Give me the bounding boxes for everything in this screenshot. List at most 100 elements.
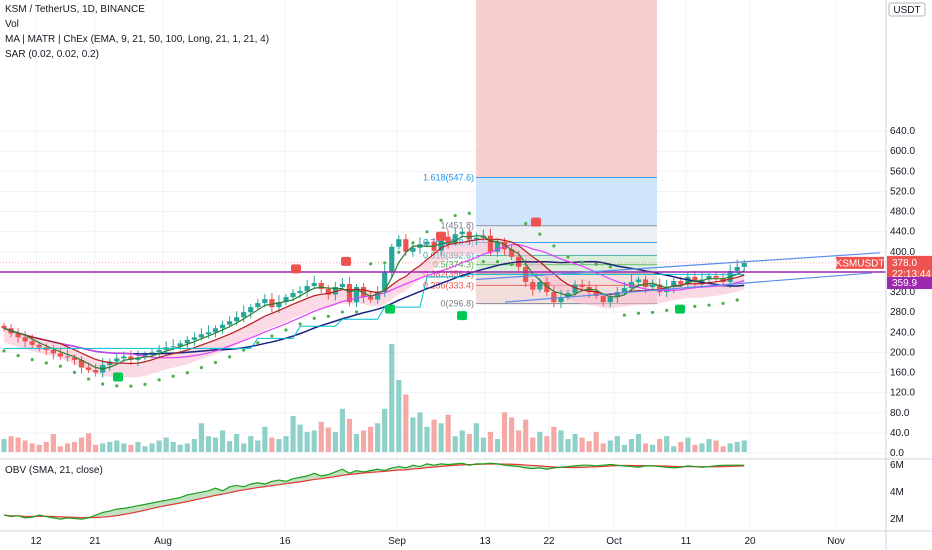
volume-bar [727, 443, 733, 452]
candle-body [501, 241, 508, 250]
legend-obv[interactable]: OBV (SMA, 21, close) [5, 465, 103, 476]
volume-bar [353, 434, 360, 452]
ema9-line [3, 235, 745, 370]
candle-body [452, 234, 458, 243]
obv-tick-label: 4M [890, 487, 904, 498]
legend-ma[interactable]: MA | MATR | ChEx (EMA, 9, 21, 50, 100, L… [5, 34, 270, 45]
sar-dot [30, 358, 34, 362]
volume-bar [29, 443, 35, 452]
candle-body [191, 337, 197, 340]
volume-bar [382, 408, 388, 452]
sar-dot [129, 384, 133, 388]
candle-body [15, 333, 21, 338]
fib-label: 0.382(356.1) [423, 269, 474, 279]
volume-bar [459, 430, 465, 452]
volume-bar [572, 434, 578, 452]
trailing-stop-line [4, 273, 745, 349]
candle-body [353, 287, 360, 303]
candle-body [325, 289, 331, 295]
candle-body [177, 343, 183, 347]
time-tick-label: 12 [30, 536, 42, 547]
candle-body [198, 334, 204, 338]
price-tick-label: 320.0 [890, 287, 915, 298]
candle-body [466, 231, 472, 240]
price-tick-label: 160.0 [890, 368, 915, 379]
legend-vol[interactable]: Vol [5, 19, 19, 30]
fib-label: 1.618(547.6) [423, 173, 474, 183]
volume-bar [473, 423, 479, 452]
volume-bar [389, 344, 395, 452]
upper-trend-line [475, 252, 881, 281]
legend-sar[interactable]: SAR (0.02, 0.02, 0.2) [5, 49, 99, 60]
candle-body [389, 246, 395, 272]
volume-bar [642, 443, 649, 452]
sell-marker [531, 217, 541, 227]
candle-body [332, 287, 338, 295]
volume-bar [537, 431, 543, 452]
candle-body [234, 317, 240, 322]
volume-bar [346, 418, 353, 452]
volume-bar [100, 443, 106, 452]
sar-dot [383, 261, 387, 265]
candle-body [255, 303, 261, 308]
volume-bar [544, 436, 550, 452]
sar-dot [735, 298, 739, 302]
candle-body [537, 281, 543, 290]
candle-body [473, 237, 479, 240]
volume-bar [255, 440, 261, 452]
candle-body [205, 332, 212, 335]
volume-bar [149, 443, 155, 452]
candle-body [93, 370, 99, 373]
candle-body [121, 356, 127, 359]
price-tick-label: 440.0 [890, 227, 915, 238]
volume-bar [332, 431, 338, 452]
candle-body [262, 299, 268, 304]
price-tick-label: 480.0 [890, 207, 915, 218]
candle-body [184, 339, 190, 344]
candle-body [678, 280, 684, 284]
candle-body [71, 357, 78, 360]
time-tick-label: Nov [827, 536, 845, 547]
candle-body [269, 299, 275, 308]
volume-bar [692, 444, 698, 452]
candle-body [424, 241, 430, 245]
volume-bar [600, 443, 606, 452]
candle-body [487, 235, 494, 252]
volume-bar [71, 441, 78, 452]
sar-dot [425, 230, 429, 234]
candle-body [311, 282, 317, 287]
volume-bar [311, 430, 317, 452]
time-tick-label: 22 [543, 536, 555, 547]
volume-bar [248, 436, 254, 452]
time-tick-label: Oct [606, 536, 622, 547]
volume-bar [170, 441, 176, 452]
sar-dot [101, 382, 105, 386]
candle-body [650, 284, 656, 288]
volume-bar [375, 423, 381, 452]
candle-body [551, 292, 557, 303]
volume-bar [713, 440, 719, 452]
volume-bar [678, 441, 684, 452]
candle-body [248, 307, 254, 313]
candle-body [734, 266, 740, 271]
candle-body [290, 293, 296, 298]
time-tick-label: 11 [681, 536, 692, 547]
candle-body [671, 280, 677, 288]
candle-body [318, 282, 324, 290]
volume-bar [177, 444, 183, 452]
obv-tick-label: 6M [890, 460, 904, 471]
symbol-tag [836, 256, 884, 269]
legend-symbol[interactable]: KSM / TetherUS, 1D, BINANCE [5, 4, 145, 15]
volume-bar [128, 444, 134, 452]
volume-bar [445, 414, 451, 452]
fib-label: 0.236(333.4) [423, 280, 474, 290]
currency-label: USDT [893, 5, 920, 16]
obv-line [3, 462, 745, 520]
volume-bar [466, 434, 472, 452]
candle-body [78, 359, 85, 368]
candle-body [509, 249, 515, 257]
candle-body [445, 236, 451, 243]
volume-bar [198, 423, 204, 452]
